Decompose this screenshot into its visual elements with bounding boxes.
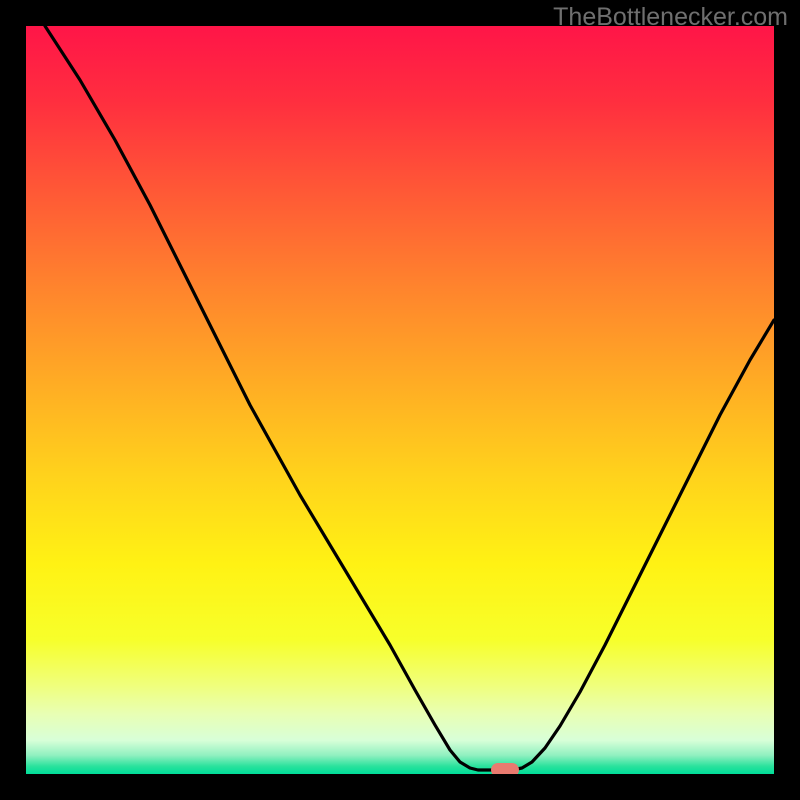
chart-frame: TheBottlenecker.com bbox=[0, 0, 800, 800]
chart-svg bbox=[0, 0, 800, 800]
watermark-text: TheBottlenecker.com bbox=[553, 3, 788, 32]
